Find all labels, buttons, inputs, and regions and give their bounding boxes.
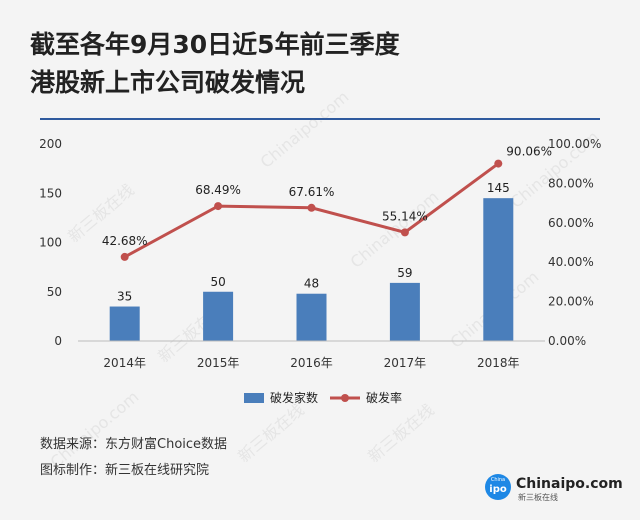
rate-value-label: 55.14% xyxy=(382,209,428,223)
rate-value-label: 90.06% xyxy=(506,145,552,159)
y-left-tick-label: 150 xyxy=(39,186,62,200)
line-series: 42.68% 68.49% 67.61% 55.14% 90.06% xyxy=(102,145,552,261)
chinaipo-logo: China ipo Chinaipo.com 新三板在线 xyxy=(484,470,624,504)
y-left-tick-label: 200 xyxy=(39,137,62,151)
combo-chart: 35 50 48 59 145 42.68% 68.49% 67.61% 55.14% 90.0… xyxy=(39,137,601,405)
legend-bar-swatch xyxy=(244,393,264,403)
x-tick-label: 2017年 xyxy=(384,356,427,370)
source-note: 数据来源：东方财富Choice数据 xyxy=(40,437,228,452)
y-right-tick-label: 0.00% xyxy=(548,334,586,348)
bar-value-label: 59 xyxy=(397,266,412,280)
bar xyxy=(296,293,327,341)
y-right-tick-label: 100.00% xyxy=(548,137,601,151)
bar-value-label: 50 xyxy=(210,275,225,289)
x-tick-label: 2018年 xyxy=(477,356,520,370)
rate-point xyxy=(307,203,316,212)
chart-title-line-1: 截至各年9月30日近5年前三季度 xyxy=(30,30,400,59)
rate-point xyxy=(400,228,409,237)
rate-point xyxy=(120,252,129,261)
legend-line-label: 破发率 xyxy=(366,390,402,405)
y-right-tick-label: 60.00% xyxy=(548,216,594,230)
legend-line-marker xyxy=(341,394,349,402)
legend: 破发家数 破发率 xyxy=(244,390,402,405)
y-left-tick-label: 0 xyxy=(54,334,62,348)
rate-value-label: 42.68% xyxy=(102,234,148,248)
bar xyxy=(109,306,140,341)
logo-sub-text: 新三板在线 xyxy=(518,492,558,502)
logo-badge-icon xyxy=(485,474,511,500)
maker-note: 图标制作：新三板在线研究院 xyxy=(40,463,210,478)
x-tick-label: 2014年 xyxy=(103,356,146,370)
bar-series: 35 50 48 59 145 xyxy=(109,181,514,341)
axes: 0 50 100 150 200 0.00% 20.00% 40.00% 60.00% 80.00… xyxy=(39,137,601,370)
x-tick-label: 2015年 xyxy=(197,356,240,370)
y-left-tick-label: 50 xyxy=(47,285,62,299)
logo-text: Chinaipo.com xyxy=(516,476,623,492)
title-divider xyxy=(40,118,600,120)
bar xyxy=(203,291,234,341)
y-left-tick-label: 100 xyxy=(39,236,62,250)
legend-bar-label: 破发家数 xyxy=(270,390,318,405)
bar xyxy=(389,282,420,341)
logo-badge-top: China xyxy=(491,477,505,483)
rate-value-label: 68.49% xyxy=(195,183,241,197)
chart-title: 截至各年9月30日近5年前三季度 港股新上市公司破发情况 xyxy=(30,26,400,102)
bar xyxy=(483,198,514,341)
bar-value-label: 48 xyxy=(304,277,319,291)
rate-value-label: 67.61% xyxy=(289,185,335,199)
y-right-tick-label: 20.00% xyxy=(548,295,594,309)
bar-value-label: 145 xyxy=(487,181,510,195)
bar-value-label: 35 xyxy=(117,290,132,304)
rate-point xyxy=(214,202,223,211)
x-tick-label: 2016年 xyxy=(290,356,333,370)
logo-badge-text: ipo xyxy=(489,484,507,495)
chart-title-line-2: 港股新上市公司破发情况 xyxy=(30,68,306,97)
y-right-tick-label: 40.00% xyxy=(548,255,594,269)
rate-point xyxy=(494,159,503,168)
footer: 数据来源：东方财富Choice数据 图标制作：新三板在线研究院 xyxy=(40,432,227,484)
y-right-tick-label: 80.00% xyxy=(548,176,594,190)
